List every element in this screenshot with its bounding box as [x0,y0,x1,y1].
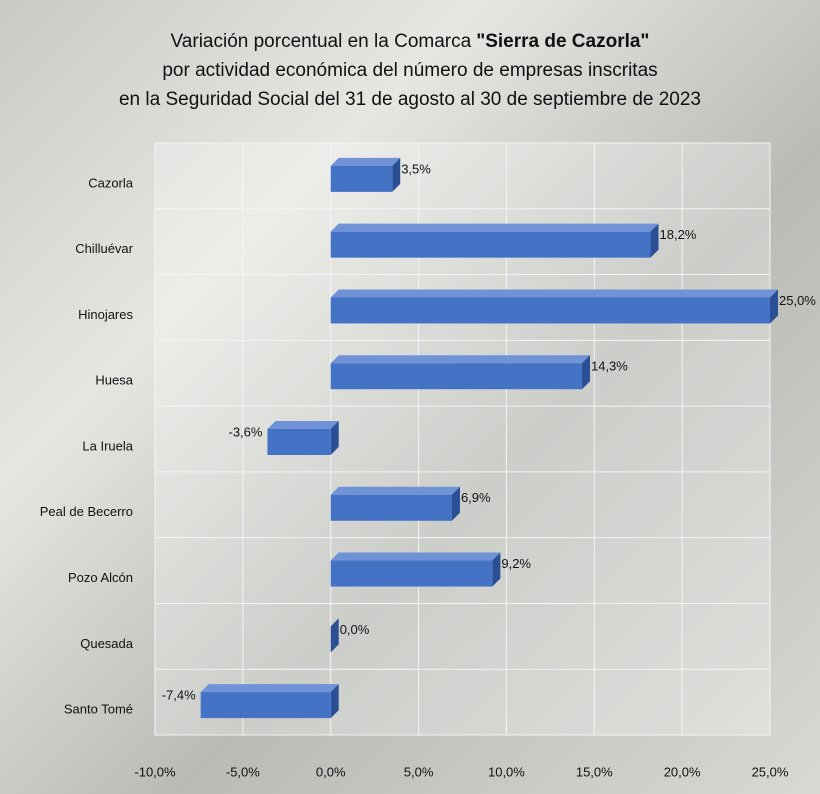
bar-side [650,223,659,258]
bar [330,560,493,587]
value-label: 25,0% [779,293,816,308]
value-label: 0,0% [340,622,370,637]
bar-top [330,157,401,166]
bar [330,363,582,390]
bar [330,494,452,521]
x-tick-label: -10,0% [134,764,176,779]
y-tick-label: Peal de Becerro [40,504,133,519]
bar-side [330,618,339,653]
y-tick-label: Huesa [95,373,133,388]
title-bold: "Sierra de Cazorla" [476,31,649,52]
bar-side [451,486,460,521]
bar [267,429,331,455]
value-label: 18,2% [660,227,697,242]
x-tick-label: 10,0% [488,764,525,779]
y-tick-label: Cazorla [88,175,134,190]
y-tick-label: Hinojares [78,307,133,322]
y-tick-label: Santo Tomé [64,702,133,717]
y-tick-label: Pozo Alcón [68,570,133,585]
value-label: 6,9% [461,490,491,505]
value-label: 14,3% [591,359,628,374]
chart-title: Variación porcentual en la Comarca "Sierr… [171,31,650,52]
bar [200,692,331,719]
x-tick-label: -5,0% [226,764,260,779]
x-tick-label: 5,0% [404,764,434,779]
bar-top [330,552,501,561]
value-label: -7,4% [162,688,196,703]
bar-top [200,684,339,693]
bar-top [330,223,659,232]
bar-side [392,157,401,192]
value-label: 3,5% [401,161,431,176]
y-tick-label: Quesada [80,636,134,651]
bar [330,297,770,324]
bar-side [330,684,339,719]
bar-side [492,552,501,587]
value-label: 9,2% [501,556,531,571]
bar-top [267,421,339,429]
bar-top [330,289,778,298]
y-tick-label: Chilluévar [75,241,133,256]
bar-side [770,289,778,324]
title-line: en la Seguridad Social del 31 de agosto … [119,89,701,110]
bar-top [330,486,460,495]
title-line: Variación porcentual en la Comarca [171,31,472,52]
bar-top [330,355,590,364]
x-tick-label: 15,0% [576,764,613,779]
x-tick-label: 20,0% [664,764,701,779]
bar-side [581,355,590,390]
value-label: -3,6% [228,424,262,439]
bar-side [330,421,339,455]
title-line: por actividad económica del número de em… [162,60,657,81]
x-tick-label: 25,0% [752,764,789,779]
bar [330,165,393,192]
x-tick-label: 0,0% [316,764,346,779]
y-tick-label: La Iruela [82,438,133,453]
bar [330,231,651,258]
